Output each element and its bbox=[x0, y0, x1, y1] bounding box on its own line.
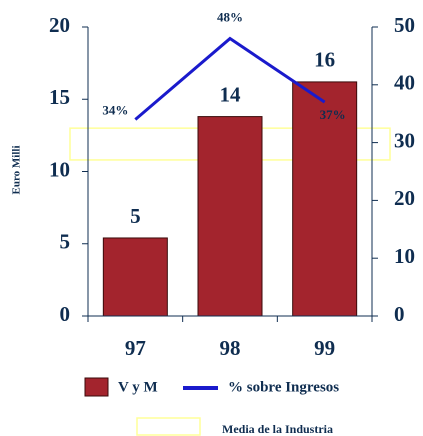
y2-tick-label: 0 bbox=[394, 302, 405, 326]
y-tick-label: 10 bbox=[49, 157, 70, 181]
y-axis-label: Euro Milli bbox=[11, 146, 23, 195]
y2-tick-label: 50 bbox=[394, 13, 415, 37]
y2-tick-label: 10 bbox=[394, 244, 415, 268]
y-tick-label: 20 bbox=[49, 13, 70, 37]
x-tick-label: 97 bbox=[125, 336, 146, 360]
line bbox=[134, 36, 326, 121]
bar bbox=[292, 81, 358, 317]
bar bbox=[197, 116, 263, 317]
bar-label: 16 bbox=[314, 48, 335, 72]
legend-swatch bbox=[136, 417, 201, 436]
legend-label: V y M bbox=[118, 379, 158, 395]
line-label: 48% bbox=[217, 10, 243, 25]
line-label: 34% bbox=[102, 102, 128, 117]
y-tick-label: 5 bbox=[60, 230, 71, 254]
bar bbox=[102, 237, 168, 317]
y-tick-label: 15 bbox=[49, 85, 70, 109]
legend-swatch bbox=[84, 377, 109, 397]
y2-tick-label: 30 bbox=[394, 128, 415, 152]
y-tick-label: 0 bbox=[60, 302, 71, 326]
bar-label: 5 bbox=[130, 204, 141, 228]
legend-label: % sobre Ingresos bbox=[228, 379, 339, 395]
line-label: 37% bbox=[320, 107, 346, 122]
y2-tick-label: 40 bbox=[394, 71, 415, 95]
y2-tick-label: 20 bbox=[394, 186, 415, 210]
x-tick-label: 98 bbox=[220, 336, 241, 360]
bar-label: 14 bbox=[220, 82, 242, 106]
x-tick-label: 99 bbox=[314, 336, 335, 360]
legend-label: Media de la Industria bbox=[222, 422, 333, 436]
